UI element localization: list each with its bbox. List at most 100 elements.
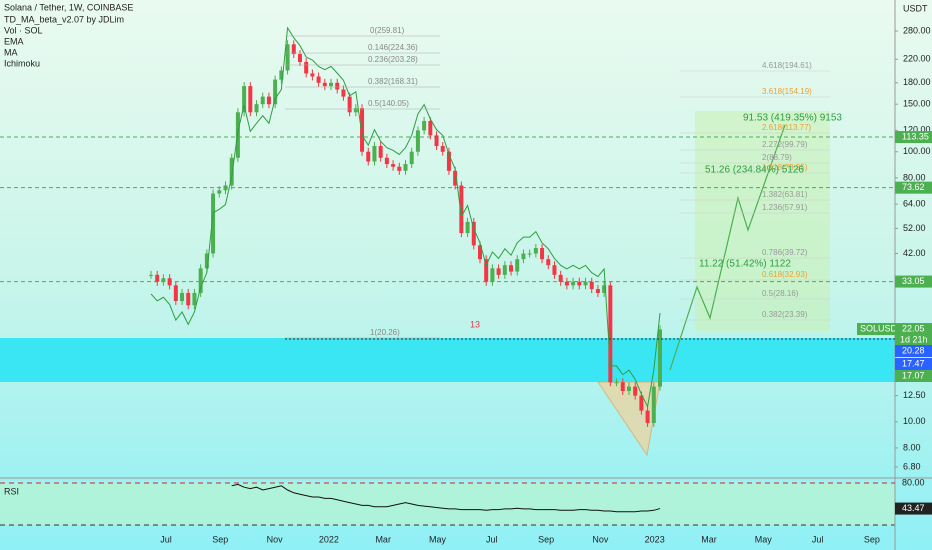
candle xyxy=(198,268,203,293)
target-label: 51.26 (234.84%) 5126 xyxy=(705,165,804,176)
fib-label: 0.382(168.31) xyxy=(368,77,418,86)
candle xyxy=(509,265,514,272)
fib-label: 2(88.79) xyxy=(762,153,792,162)
x-tick-label: Jul xyxy=(486,534,498,544)
candle xyxy=(515,259,520,272)
candle xyxy=(260,96,265,105)
target-label: 91.53 (419.35%) 9153 xyxy=(743,113,842,124)
candle xyxy=(409,151,414,165)
candle xyxy=(453,170,458,186)
fib-label: 4.618(194.61) xyxy=(762,61,812,70)
price-label-bg xyxy=(895,275,932,288)
candle xyxy=(304,61,309,74)
fib-label: 1.618(73.35) xyxy=(762,163,808,172)
candle xyxy=(180,292,185,302)
y-tick-label: 100.00 xyxy=(903,146,931,156)
candle xyxy=(366,151,371,162)
rsi-band xyxy=(0,483,895,525)
y-tick-label: 120.00 xyxy=(903,125,931,135)
candle xyxy=(558,274,563,282)
candle xyxy=(242,86,247,113)
candle xyxy=(477,245,482,260)
fib-label: 0.146(224.36) xyxy=(368,43,418,52)
side-label: 20.28 xyxy=(902,345,925,355)
y-tick-label: 10.00 xyxy=(903,416,926,426)
y-tick-label: 80.00 xyxy=(903,172,926,182)
candle xyxy=(571,281,576,286)
candle xyxy=(521,253,526,260)
candle xyxy=(403,164,408,171)
candle xyxy=(434,135,439,147)
fib-label: 1.382(63.81) xyxy=(762,190,808,199)
legend-item: Vol · SOL xyxy=(4,25,43,35)
x-tick-label: Nov xyxy=(267,534,284,544)
side-label: 17.47 xyxy=(902,358,925,368)
candle xyxy=(360,108,365,152)
price-label-bg xyxy=(895,181,932,194)
fib-label: 3.618(154.19) xyxy=(762,87,812,96)
candle xyxy=(422,120,427,131)
price-label: 113.35 xyxy=(902,131,929,141)
y-tick-label: 64.00 xyxy=(903,198,926,208)
candle xyxy=(440,146,445,152)
legend-item: TD_MA_beta_v2.07 by JDLim xyxy=(4,14,124,24)
candle xyxy=(645,410,650,423)
y-tick-label: 6.80 xyxy=(903,461,921,471)
price-label: 73.62 xyxy=(902,182,925,192)
candle xyxy=(583,281,588,286)
candle xyxy=(540,248,545,260)
td-count: 13 xyxy=(470,319,480,329)
rsi-name: RSI xyxy=(4,486,19,496)
x-tick-label: May xyxy=(429,534,447,544)
candle xyxy=(397,166,402,171)
candle xyxy=(378,146,383,158)
candle xyxy=(552,265,557,275)
rsi-last-bg xyxy=(895,502,932,515)
y-tick-label: 220.00 xyxy=(903,54,931,64)
y-tick-label: 42.00 xyxy=(903,248,926,258)
candle xyxy=(502,265,507,275)
candle xyxy=(496,268,501,275)
last-price-bg xyxy=(895,323,932,347)
projection-box xyxy=(695,111,830,331)
y-tick-label: 8.00 xyxy=(903,442,921,452)
last-price: 22.05 xyxy=(902,323,925,333)
candle xyxy=(149,274,153,276)
candle xyxy=(279,70,284,80)
support-zone xyxy=(0,338,895,382)
side-label-bg xyxy=(895,345,932,357)
candle xyxy=(204,253,209,269)
candle xyxy=(620,382,625,392)
y-tick-label: 150.00 xyxy=(903,99,931,109)
candle xyxy=(291,44,296,55)
fib-label: 0.5(28.16) xyxy=(762,289,799,298)
x-tick-label: Nov xyxy=(592,534,609,544)
x-tick-label: Sep xyxy=(538,534,554,544)
fib-label: 0.236(203.28) xyxy=(368,55,418,64)
side-label: 17.07 xyxy=(902,370,925,380)
x-tick-label: Jul xyxy=(160,534,172,544)
candle xyxy=(167,278,172,286)
candle xyxy=(415,130,420,152)
legend-item: EMA xyxy=(4,36,24,46)
candle xyxy=(658,329,662,387)
candle xyxy=(564,281,569,286)
candle xyxy=(266,96,271,105)
candle xyxy=(372,146,377,162)
x-tick-label: Mar xyxy=(375,534,391,544)
x-tick-label: 2022 xyxy=(319,534,339,544)
fib-label: 2.618(113.77) xyxy=(762,123,812,132)
candle xyxy=(192,292,197,306)
countdown: 1d 21h xyxy=(900,334,928,344)
fib-label: 0(259.81) xyxy=(370,26,405,35)
candle xyxy=(173,285,178,302)
x-tick-label: May xyxy=(755,534,773,544)
currency: USDT xyxy=(903,3,928,13)
candle xyxy=(347,96,352,113)
price-label: 33.05 xyxy=(902,276,925,286)
y-tick-label: 280.00 xyxy=(903,25,931,35)
candle xyxy=(608,285,613,383)
x-tick-label: 2023 xyxy=(645,534,665,544)
candle xyxy=(428,120,433,136)
